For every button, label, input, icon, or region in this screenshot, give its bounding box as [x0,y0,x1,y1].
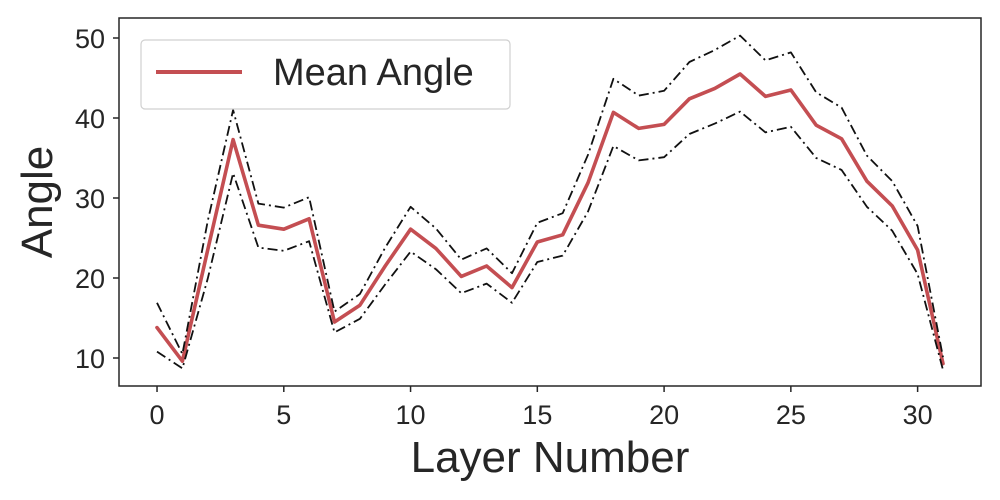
y-axis-title: Angle [13,146,62,259]
y-tick-label: 40 [75,104,105,134]
x-tick-label: 25 [776,400,806,430]
legend-box [140,39,511,110]
series-line-mean-angle [155,72,945,366]
x-tick-label: 5 [276,400,291,430]
y-axis: 10 20 30 40 50 [75,24,119,374]
legend: Mean Angle [140,39,511,110]
x-axis-title: Layer Number [411,433,690,482]
x-tick-label: 15 [522,400,552,430]
x-axis: 0 5 10 15 20 25 30 [150,386,933,430]
series-layer [155,34,945,371]
x-tick-label: 30 [903,400,933,430]
y-tick-label: 20 [75,264,105,294]
plot-frame [118,17,982,387]
x-tick-label: 0 [150,400,165,430]
x-tick-label: 20 [649,400,679,430]
y-tick-label: 50 [75,24,105,54]
legend-label-mean-angle: Mean Angle [273,52,474,94]
y-tick-label: 10 [75,344,105,374]
upper-bound-line [156,34,944,358]
x-tick-label: 10 [396,400,426,430]
lower-bound-line [156,110,944,371]
y-tick-label: 30 [75,184,105,214]
